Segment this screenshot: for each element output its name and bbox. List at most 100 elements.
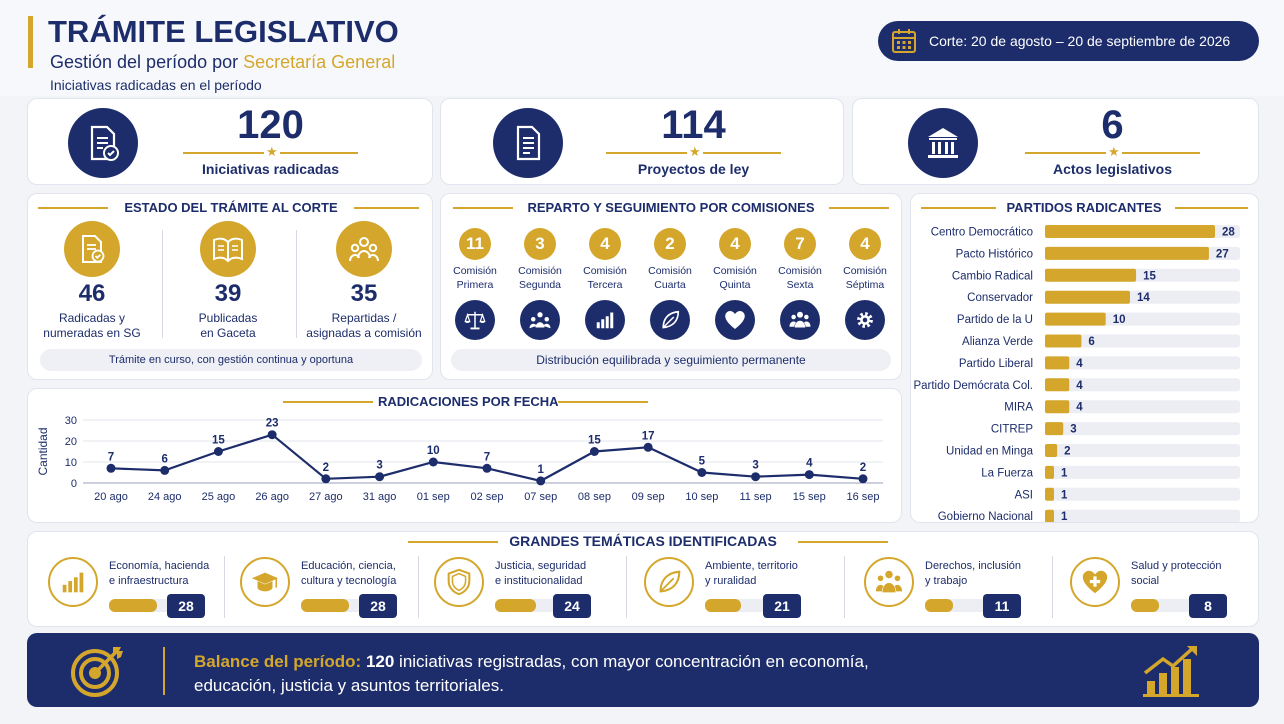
document-check-icon [76, 233, 108, 265]
party-label: ASI [1014, 489, 1033, 501]
theme-separator [418, 556, 419, 618]
party-bar [1045, 334, 1082, 348]
commission-icon-circle [650, 300, 690, 340]
theme-icon-circle [434, 557, 484, 607]
kpi-icon-circle [493, 108, 563, 178]
title-rule-right [354, 207, 419, 209]
commission-label: Comisión Sexta [778, 265, 822, 291]
theme-label: Economía, hacienda e infraestructura [109, 560, 210, 587]
data-label: 1 [538, 464, 545, 476]
party-value-label: 4 [1076, 358, 1083, 370]
commission-count: 7 [795, 234, 805, 253]
data-point [804, 470, 814, 480]
leaf-icon [658, 308, 682, 332]
data-point [536, 476, 546, 486]
commission-icon-circle [585, 300, 625, 340]
commission-item: 2 Comisión Cuarta [637, 224, 703, 344]
party-bar [1045, 509, 1054, 522]
party-bar [1045, 444, 1058, 457]
theme-label: Ambiente, territorio y ruralidad [705, 560, 798, 587]
theme-icon-circle [240, 557, 290, 607]
data-label: 3 [752, 460, 758, 472]
party-label: Unidad en Minga [946, 446, 1034, 458]
x-tick-label: 24 ago [148, 491, 182, 503]
party-value-label: 4 [1076, 402, 1083, 414]
theme-icon-circle [644, 557, 694, 607]
party-bar [1045, 356, 1070, 370]
kpi-label: Proyectos de ley [637, 161, 750, 177]
data-label: 17 [642, 430, 655, 442]
cut-date-label: Corte: 20 de agosto – 20 de septiembre d… [929, 33, 1231, 49]
kpi-icon-circle [68, 108, 138, 178]
x-tick-label: 25 ago [202, 491, 236, 503]
document-icon [508, 123, 548, 163]
theme-bar [925, 599, 953, 612]
commission-count-badge: 4 [719, 228, 751, 260]
growth-chart-icon [1141, 643, 1203, 699]
commission-item: 4 Comisión Séptima [832, 224, 898, 344]
subtitle-highlight: Secretaría General [243, 52, 396, 72]
y-tick-label: 0 [71, 478, 77, 490]
commission-label: Comisión Cuarta [648, 265, 692, 291]
data-point [160, 465, 170, 475]
commission-icon-circle [715, 300, 755, 340]
party-label: Alianza Verde [962, 336, 1033, 348]
bar-chart-icon [58, 567, 88, 597]
estado-value: 46 [78, 280, 106, 307]
party-value-label: 27 [1216, 248, 1229, 260]
x-tick-label: 10 sep [685, 491, 718, 503]
data-label: 7 [108, 451, 114, 463]
page-caption: Iniciativas radicadas en el período [50, 77, 262, 93]
theme-separator [626, 556, 627, 618]
target-icon [69, 643, 125, 699]
document-check-icon [83, 123, 123, 163]
title-rule-right [829, 207, 889, 209]
theme-icon-circle [48, 557, 98, 607]
estado-label: Publicadas [198, 311, 258, 325]
kpi-card-iniciativas: 120 ★ Iniciativas radicadas [27, 98, 433, 185]
partidos-bar-chart: Centro Democrático 28 Pacto Histórico 27 Cam… [913, 225, 1240, 522]
theme-count: 21 [774, 598, 790, 614]
party-label: Partido Demócrata Col. [913, 380, 1033, 392]
x-tick-label: 20 ago [94, 491, 128, 503]
commission-count-badge: 4 [849, 228, 881, 260]
party-label: Cambio Radical [952, 270, 1033, 282]
page-subtitle: Gestión del período por Secretaría Gener… [50, 52, 395, 73]
theme-label: Justicia, seguridad e institucionalidad [495, 560, 587, 587]
data-point [213, 447, 223, 456]
kpi-card-actos: 6 ★ Actos legislativos [852, 98, 1259, 185]
data-label: 3 [376, 460, 382, 472]
commission-item: 4 Comisión Quinta [702, 224, 768, 344]
theme-item: Derechos, inclusión y trabajo 11 [858, 554, 1048, 624]
party-label: Partido de la U [957, 314, 1033, 326]
theme-count-badge: 8 [1189, 594, 1227, 618]
data-point [375, 472, 385, 482]
data-label: 10 [427, 445, 440, 457]
party-label: MIRA [1004, 402, 1033, 414]
commission-icon-circle [780, 300, 820, 340]
party-label: Gobierno Nacional [938, 511, 1033, 522]
linechart-title: RADICACIONES POR FECHA [378, 394, 559, 409]
title-rule-right [558, 401, 648, 403]
theme-item: Educación, ciencia, cultura y tecnología … [234, 554, 424, 624]
partidos-card: PARTIDOS RADICANTES Centro Democrático 28… [910, 193, 1259, 523]
theme-count: 28 [370, 598, 386, 614]
party-value-label: 1 [1061, 489, 1068, 501]
commission-label: Comisión Séptima [843, 265, 887, 291]
reparto-footer: Distribución equilibrada y seguimiento p… [451, 349, 891, 371]
theme-label: Educación, ciencia, cultura y tecnología [301, 560, 397, 587]
shield-icon [444, 567, 474, 597]
balance-divider [163, 647, 165, 695]
commission-label: Comisión Segunda [518, 265, 562, 291]
balance-number: 120 [365, 652, 395, 671]
tematicas-card: GRANDES TEMÁTICAS IDENTIFICADAS Economía… [27, 531, 1259, 627]
party-value-label: 1 [1061, 467, 1068, 479]
people-network-icon [528, 308, 552, 332]
commission-count: 11 [466, 234, 484, 253]
theme-item: Ambiente, territorio y ruralidad 21 [638, 554, 828, 624]
commission-item: 4 Comisión Tercera [572, 224, 638, 344]
data-point [697, 468, 707, 477]
estado-label: numeradas en SG [43, 326, 141, 340]
gear-icon [853, 308, 877, 332]
party-bar-track [1045, 465, 1240, 479]
